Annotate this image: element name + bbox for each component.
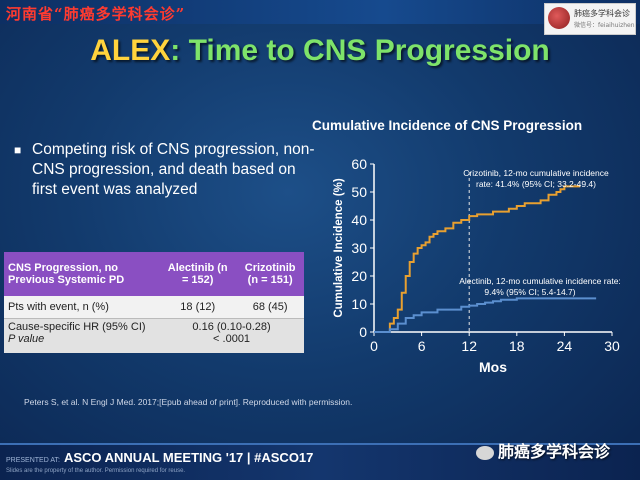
table-cell: 0.16 (0.10-0.28) < .0001 [159,318,304,353]
y-tick-label: 30 [351,240,367,256]
top-banner: 河南省“肺癌多学科会诊” [0,0,640,24]
hr-value: 0.16 (0.10-0.28) [192,321,271,333]
logo: 肺癌多学科会诊 微信号：feiaihuizhen [544,3,636,35]
slide-title: ALEX: Time to CNS Progression [0,34,640,68]
results-table: CNS Progression, no Previous Systemic PD… [4,252,304,353]
table-cell: 18 (12) [159,296,237,319]
x-tick-label: 24 [557,338,573,354]
footer-sub: Slides are the property of the author. P… [6,468,186,474]
table-cell: Pts with event, n (%) [4,296,160,319]
bullet-square-icon: ■ [14,143,22,157]
wechat-label: 肺癌多学科会诊 [498,442,611,461]
table-header-col2: Crizotinib (n = 151) [236,252,304,296]
x-tick-label: 0 [370,338,378,354]
footer-meeting: ASCO ANNUAL MEETING '17 | #ASCO17 [63,450,314,465]
footer-presented: PRESENTED AT: [6,457,60,464]
table-row: Pts with event, n (%) 18 (12) 68 (45) [4,296,304,319]
wechat-watermark: 肺癌多学科会诊 [476,438,610,462]
table-cell: 68 (45) [236,296,304,319]
footer-main: PRESENTED AT: ASCO ANNUAL MEETING '17 | #… [6,450,313,465]
y-tick-label: 50 [351,184,367,200]
series-line-crizotinib [374,185,581,333]
pvalue-value: < .0001 [213,333,251,345]
table-header-col1: Alectinib (n = 152) [159,252,237,296]
reference-text: Peters S, et al. N Engl J Med. 2017;[Epu… [24,397,353,407]
banner-text: 河南省“肺癌多学科会诊” [6,5,186,23]
x-tick-label: 18 [509,338,525,354]
pvalue-label: P value [8,333,45,345]
logo-sub: 微信号：feiaihuizhen [574,22,635,29]
annotation-alectinib-line1: Alectinib, 12-mo cumulative incidence ra… [459,276,621,286]
chart: 0 10 20 30 40 50 60 0 6 12 18 24 30 Mos Cumulative Inc… [322,150,640,380]
bullet-text: Competing risk of CNS progression, non-C… [32,141,315,198]
x-tick-label: 30 [604,338,620,354]
x-axis-label: Mos [479,359,507,375]
y-tick-label: 60 [351,156,367,172]
table-row: Cause-specific HR (95% CI) P value 0.16 (… [4,318,304,353]
annotation-crizotinib-line2: rate: 41.4% (95% CI; 33.2-49.4) [476,179,596,189]
logo-name: 肺癌多学科会诊 [574,9,630,18]
hr-label: Cause-specific HR (95% CI) [8,321,146,333]
y-axis-label: Cumulative Incidence (%) [333,178,345,317]
title-suffix: : Time to CNS Progression [170,34,550,67]
chart-svg: 0 10 20 30 40 50 60 0 6 12 18 24 30 Mos Cumulative Inc… [333,156,621,375]
y-tick-label: 20 [351,268,367,284]
x-tick-label: 6 [418,338,426,354]
title-prefix: ALEX [90,34,171,67]
footer-bar: PRESENTED AT: ASCO ANNUAL MEETING '17 | #… [0,443,640,480]
table-cell: Cause-specific HR (95% CI) P value [4,318,160,353]
seal-icon [548,7,570,29]
annotation-crizotinib-line1: Crizotinib, 12-mo cumulative incidence [463,168,609,178]
wechat-icon [476,445,494,460]
chart-title: Cumulative Incidence of CNS Progression [312,118,583,133]
y-tick-label: 40 [351,212,367,228]
series-line-alectinib [374,297,597,333]
table-header-col0: CNS Progression, no Previous Systemic PD [4,252,160,296]
x-tick-label: 12 [461,338,477,354]
y-tick-label: 10 [351,296,367,312]
y-tick-label: 0 [359,324,367,340]
annotation-alectinib-line2: 9.4% (95% CI; 5.4-14.7) [484,287,575,297]
table-header-row: CNS Progression, no Previous Systemic PD… [4,252,304,296]
